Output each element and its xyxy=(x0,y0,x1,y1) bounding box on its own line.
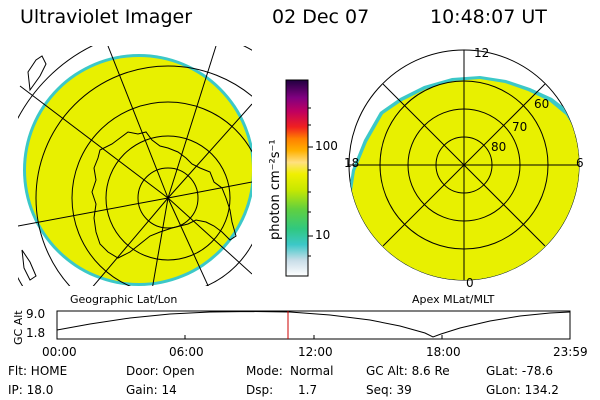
info-dsp-label: Dsp: xyxy=(246,383,274,397)
info-mode-value: Normal xyxy=(290,364,334,378)
geo-aurora-fill xyxy=(26,57,252,283)
apex-lat-60: 60 xyxy=(534,97,550,111)
timeseries-ytick-1-8: 1.8 xyxy=(26,326,46,340)
geographic-panel-label: Geographic Lat/Lon xyxy=(70,293,178,306)
geo-coastline xyxy=(91,131,237,259)
timeseries-ticks xyxy=(184,335,443,339)
timeseries-xtick-2359: 23:59 xyxy=(553,345,588,359)
apex-lat-80: 80 xyxy=(491,140,507,154)
info-ip: IP: 18.0 xyxy=(8,383,54,397)
timeseries-xtick-1200: 12:00 xyxy=(298,345,333,359)
info-door: Door: Open xyxy=(126,364,195,378)
apex-aurora-fill xyxy=(349,79,579,280)
info-flight: Flt: HOME xyxy=(8,364,68,378)
apex-mlt-0: 0 xyxy=(466,276,474,290)
info-glon: GLon: 134.2 xyxy=(486,383,559,397)
apex-mlt-12: 12 xyxy=(474,46,490,60)
info-gc-alt: GC Alt: 8.6 Re xyxy=(366,364,450,378)
geographic-map xyxy=(18,46,252,286)
colorbar-tick-10: 10 xyxy=(315,228,331,242)
apex-lat-70: 70 xyxy=(512,120,528,134)
timeseries-xtick-0600: 06:00 xyxy=(169,345,204,359)
apex-mlt-lines xyxy=(349,50,579,280)
observation-time: 10:48:07 UT xyxy=(430,6,547,28)
geo-meridians xyxy=(18,46,252,286)
info-glat: GLat: -78.6 xyxy=(486,364,553,378)
imager-title: Ultraviolet Imager xyxy=(20,6,193,28)
colorbar-unit: photon cm⁻²s⁻¹ xyxy=(268,139,283,240)
apex-mlt-6: 6 xyxy=(576,156,584,170)
timeseries-frame xyxy=(56,310,571,340)
apex-panel-label: Apex MLat/MLT xyxy=(412,293,495,306)
timeseries-xtick-0000: 00:00 xyxy=(42,345,77,359)
info-mode-label: Mode: xyxy=(246,364,283,378)
colorbar-tick-100: 100 xyxy=(315,139,338,153)
timeseries-ytick-9: 9.0 xyxy=(26,307,46,321)
gc-alt-curve xyxy=(56,310,571,338)
info-seq: Seq: 39 xyxy=(366,383,412,397)
info-gain: Gain: 14 xyxy=(126,383,177,397)
apex-map xyxy=(348,49,580,281)
timeseries-xtick-1800: 18:00 xyxy=(426,345,461,359)
colorbar xyxy=(285,79,309,277)
apex-mlt-18: 18 xyxy=(344,156,360,170)
apex-aurora xyxy=(349,76,579,280)
geo-lat-circles xyxy=(18,46,252,286)
colorbar-ticks xyxy=(308,107,313,257)
info-dsp-value: 1.7 xyxy=(298,383,318,397)
observation-date: 02 Dec 07 xyxy=(272,6,370,28)
timeseries-ylabel: GC Alt xyxy=(12,310,25,345)
